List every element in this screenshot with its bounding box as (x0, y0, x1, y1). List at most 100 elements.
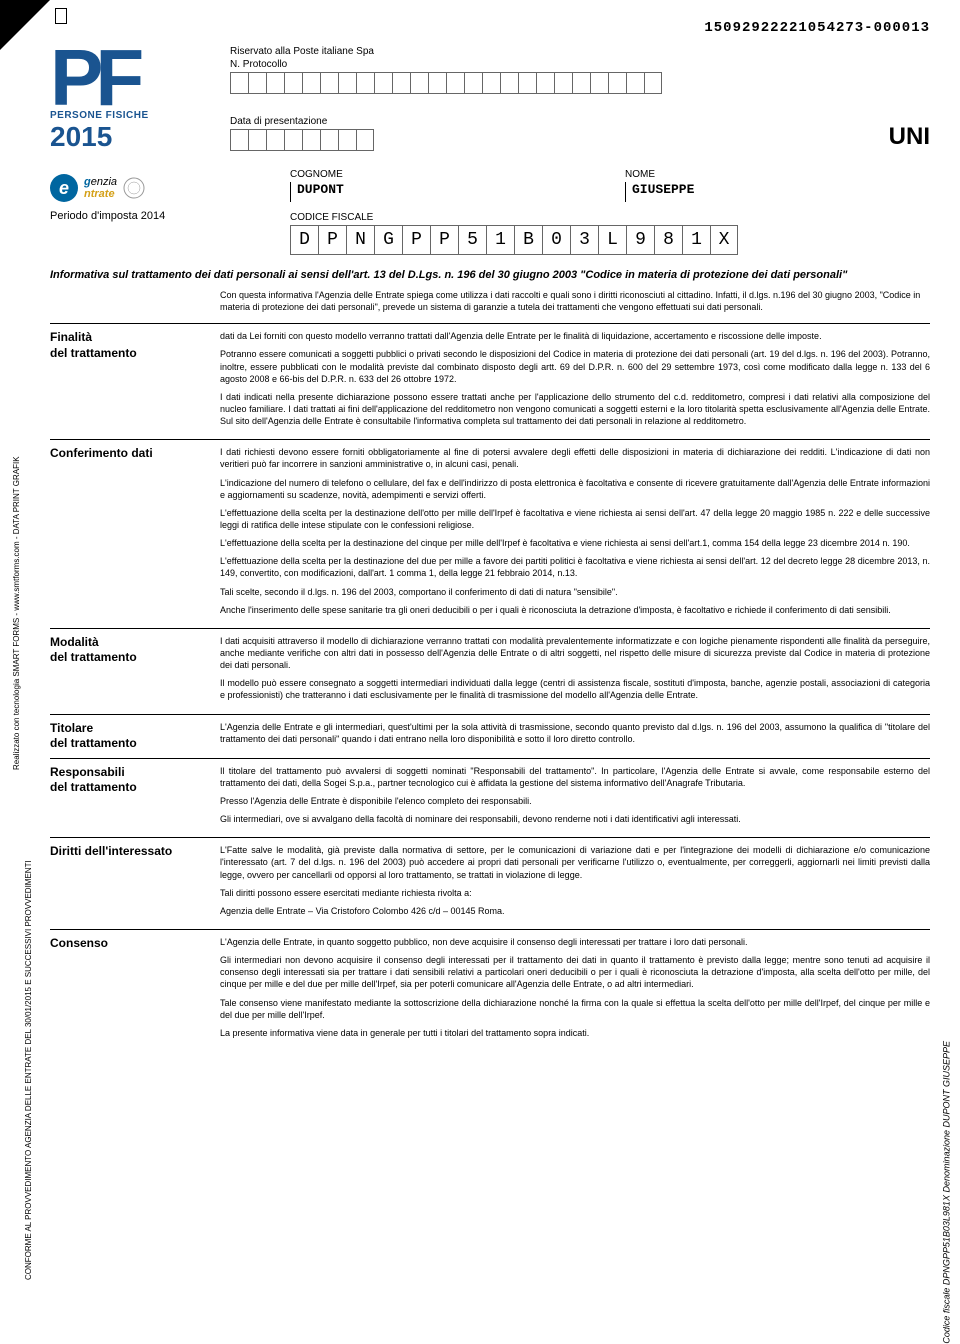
cell: P (402, 225, 430, 255)
cell (248, 129, 266, 151)
data-cells (230, 129, 374, 151)
paragraph: L'Agenzia delle Entrate e gli intermedia… (220, 721, 930, 745)
paragraph: L'effettuazione della scelta per la dest… (220, 507, 930, 531)
cognome-value: DUPONT (290, 182, 595, 202)
periodo-label: Periodo d'imposta 2014 (50, 210, 210, 222)
cell: 3 (570, 225, 598, 255)
corner-decoration (0, 0, 50, 50)
section-body: Il titolare del trattamento può avvalers… (220, 765, 930, 832)
section-body: I dati richiesti devono essere forniti o… (220, 446, 930, 622)
section-label: Conferimento dati (50, 446, 200, 622)
paragraph: Presso l'Agenzia delle Entrate è disponi… (220, 795, 930, 807)
section-body: L'Agenzia delle Entrate e gli intermedia… (220, 721, 930, 752)
cell (356, 129, 374, 151)
cell (608, 72, 626, 94)
paragraph: Il titolare del trattamento può avvalers… (220, 765, 930, 789)
section: Diritti dell'interessato L'Fatte salve le… (50, 837, 930, 929)
paragraph: I dati richiesti devono essere forniti o… (220, 446, 930, 470)
intro-text: Con questa informativa l'Agenzia delle E… (50, 289, 930, 313)
paragraph: Potranno essere comunicati a soggetti pu… (220, 348, 930, 384)
section: Responsabili del trattamento Il titolare … (50, 758, 930, 838)
section: Modalità del trattamentoI dati acquisiti… (50, 628, 930, 714)
side-cf: Codice fiscale DPNGPP51B03L981X Denomina… (942, 1041, 952, 1344)
protocollo-label: N. Protocollo (230, 59, 930, 70)
cell: L (598, 225, 626, 255)
paragraph: I dati indicati nella presente dichiaraz… (220, 391, 930, 427)
paragraph: La presente informativa viene data in ge… (220, 1027, 930, 1039)
paragraph: L'indicazione del numero di telefono o c… (220, 477, 930, 501)
paragraph: Tali scelte, secondo il d.lgs. n. 196 de… (220, 586, 930, 598)
section-label: Titolare del trattamento (50, 721, 200, 752)
paragraph: I dati acquisiti attraverso il modello d… (220, 635, 930, 671)
cf-label: CODICE FISCALE (290, 212, 930, 223)
paragraph: L'Agenzia delle Entrate, in quanto sogge… (220, 936, 930, 948)
section-body: L'Fatte salve le modalità, già previste … (220, 844, 930, 923)
cell (230, 129, 248, 151)
cell (320, 129, 338, 151)
cell: 1 (682, 225, 710, 255)
header: PF PERSONE FISICHE 2015 e genzia ntrate … (50, 46, 930, 255)
section-label: Diritti dell'interessato (50, 844, 200, 923)
cell (410, 72, 428, 94)
paragraph: Tale consenso viene manifestato mediante… (220, 997, 930, 1021)
cell (284, 129, 302, 151)
cell (446, 72, 464, 94)
cell: 8 (654, 225, 682, 255)
agenzia-logo: e genzia ntrate (50, 174, 210, 202)
cell: G (374, 225, 402, 255)
informativa-title: Informativa sul trattamento dei dati per… (50, 269, 930, 281)
cell (266, 129, 284, 151)
paragraph: Agenzia delle Entrate – Via Cristoforo C… (220, 905, 930, 917)
paragraph: Gli intermediari, ove si avvalgano della… (220, 813, 930, 825)
data-pres-label: Data di presentazione (230, 116, 374, 127)
riservato-label: Riservato alla Poste italiane Spa (230, 46, 930, 57)
cell (248, 72, 266, 94)
cell (338, 72, 356, 94)
section-label: Finalità del trattamento (50, 330, 200, 433)
paragraph: L'Fatte salve le modalità, già previste … (220, 844, 930, 880)
paragraph: Gli intermediari non devono acquisire il… (220, 954, 930, 990)
cell (284, 72, 302, 94)
cell (374, 72, 392, 94)
side-credit-1: Realizzato con tecnologia SMART FORMS - … (12, 456, 21, 770)
pf-sub: PERSONE FISICHE (50, 110, 190, 121)
cell: P (430, 225, 458, 255)
cell (518, 72, 536, 94)
section: Finalità del trattamentodati da Lei forn… (50, 323, 930, 439)
cell (644, 72, 662, 94)
section-body: L'Agenzia delle Entrate, in quanto sogge… (220, 936, 930, 1045)
agenzia-text: genzia ntrate (84, 176, 117, 200)
cognome-label: COGNOME (290, 169, 595, 180)
cell: N (346, 225, 374, 255)
cell (302, 72, 320, 94)
document-id: 15092922221054273-000013 (50, 20, 930, 36)
paragraph: Il modello può essere consegnato a sogge… (220, 677, 930, 701)
cell: 1 (486, 225, 514, 255)
cell (302, 129, 320, 151)
side-credit-2: CONFORME AL PROVVEDIMENTO AGENZIA DELLE … (24, 860, 33, 1280)
section: Conferimento dati I dati richiesti devono… (50, 439, 930, 628)
cell: 5 (458, 225, 486, 255)
pf-text: PF (50, 46, 190, 110)
section-label: Responsabili del trattamento (50, 765, 200, 832)
cell: B (514, 225, 542, 255)
cell (230, 72, 248, 94)
section-body: dati da Lei forniti con questo modello v… (220, 330, 930, 433)
cell: 9 (626, 225, 654, 255)
paragraph: L'effettuazione della scelta per la dest… (220, 537, 930, 549)
agenzia-e-icon: e (50, 174, 78, 202)
cell: 0 (542, 225, 570, 255)
cell (266, 72, 284, 94)
emblem-icon (123, 177, 145, 199)
cell: D (290, 225, 318, 255)
cell (590, 72, 608, 94)
cell (572, 72, 590, 94)
cell (338, 129, 356, 151)
pf-logo: PF PERSONE FISICHE 2015 (50, 46, 190, 166)
section-label: Consenso (50, 936, 200, 1045)
cell (428, 72, 446, 94)
cell (626, 72, 644, 94)
cell (356, 72, 374, 94)
cell (536, 72, 554, 94)
cell (500, 72, 518, 94)
